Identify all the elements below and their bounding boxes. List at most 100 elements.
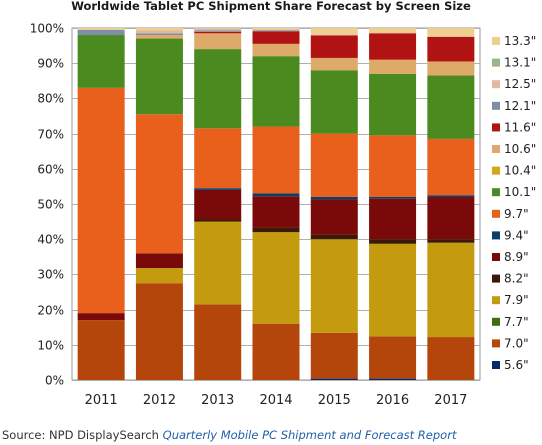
y-tick-labels: 0% 10% 20% 30% 40% 50% 60% 70% 80% 90% 100%: [30, 22, 64, 388]
x-tick-label-2014: 2014: [259, 393, 292, 408]
bar-segment-2015-14: [310, 34, 358, 36]
y-tick-label-60: 60%: [37, 163, 64, 177]
bar-layer: [77, 28, 475, 380]
bar-segment-2011-16: [77, 28, 125, 30]
bar-segment-2013-9: [194, 49, 242, 129]
legend-swatch-3: [492, 317, 500, 326]
bar-segment-2015-2: [310, 332, 358, 379]
y-tick-label-0: 0%: [45, 374, 64, 388]
x-tick-label-2011: 2011: [85, 393, 118, 408]
bar-segment-2017-12: [427, 36, 475, 62]
bar-segment-2016-1: [369, 378, 417, 380]
bar-segment-2011-2: [77, 320, 125, 380]
legend: 13.3" 13.1" 12.5" 12.1" 11.6" 10.6" 10.4" 10.1"…: [492, 34, 536, 372]
legend-label-16: 13.3": [504, 34, 536, 48]
bar-segment-2017-7: [427, 195, 475, 197]
bar-segment-2014-9: [252, 56, 300, 127]
y-tick-label-40: 40%: [37, 233, 64, 247]
bar-segment-2015-7: [310, 196, 358, 200]
bar-segment-2017-16: [427, 28, 475, 37]
bar-segment-2014-16: [252, 28, 300, 30]
x-tick-label-2012: 2012: [143, 393, 176, 408]
bar-segment-2014-5: [252, 227, 300, 233]
bar-segment-2013-16: [194, 28, 242, 29]
bar-segment-2013-2: [194, 304, 242, 380]
bar-segment-2013-6: [194, 189, 242, 220]
y-tick-label-70: 70%: [37, 128, 64, 142]
y-tick-label-20: 20%: [37, 304, 64, 318]
legend-label-15: 13.1": [504, 56, 536, 70]
legend-label-7: 9.4": [504, 228, 529, 242]
bar-segment-2016-4: [369, 243, 417, 337]
bar-segment-2011-13: [77, 29, 125, 36]
bar-segment-2014-8: [252, 126, 300, 194]
bar-segment-2013-11: [194, 33, 242, 50]
legend-label-8: 9.7": [504, 207, 529, 221]
x-tick-label-2017: 2017: [434, 393, 467, 408]
bar-segment-2014-11: [252, 43, 300, 57]
legend-label-3: 7.7": [504, 315, 529, 329]
bar-segment-2012-16: [135, 28, 183, 31]
bar-segment-2013-7: [194, 188, 242, 190]
legend-swatch-4: [492, 296, 500, 305]
legend-swatch-6: [492, 253, 500, 261]
bar-segment-2013-13: [194, 30, 242, 32]
legend-label-1: 5.6": [504, 358, 529, 372]
y-tick-label-10: 10%: [37, 339, 64, 353]
bar-segment-2014-12: [252, 31, 300, 44]
x-tick-labels: 2011 2012 2013 2014 2015 2016 2017: [85, 393, 468, 408]
legend-swatch-12: [492, 123, 500, 132]
legend-swatch-5: [492, 274, 500, 283]
legend-label-6: 8.9": [504, 250, 529, 264]
source-prefix: Source: NPD DisplaySearch: [2, 428, 163, 442]
bar-segment-2012-6: [135, 253, 183, 269]
bar-segment-2016-12: [369, 33, 417, 60]
legend-label-5: 8.2": [504, 272, 529, 286]
bar-segment-2014-6: [252, 196, 300, 228]
legend-swatch-13: [492, 101, 500, 110]
bar-segment-2017-6: [427, 196, 475, 240]
bar-segment-2017-5: [427, 239, 475, 243]
y-tick-label-50: 50%: [37, 198, 64, 212]
legend-swatch-1: [492, 361, 500, 369]
bar-segment-2011-6: [77, 313, 125, 321]
legend-swatch-16: [492, 37, 500, 45]
legend-label-4: 7.9": [504, 293, 529, 307]
bar-segment-2016-16: [369, 28, 417, 33]
legend-swatch-2: [492, 339, 500, 348]
bar-segment-2016-11: [369, 59, 417, 74]
bar-segment-2012-9: [135, 38, 183, 115]
bar-segment-2015-11: [310, 57, 358, 71]
legend-swatch-9: [492, 188, 500, 197]
legend-swatch-7: [492, 231, 500, 240]
bar-segment-2017-8: [427, 138, 475, 196]
bar-segment-2016-14: [369, 32, 417, 34]
source-note: Source: NPD DisplaySearch Quarterly Mobi…: [2, 428, 456, 442]
legend-swatch-10: [492, 166, 500, 175]
legend-label-11: 10.6": [504, 142, 536, 156]
x-tick-label-2016: 2016: [376, 393, 409, 408]
legend-label-9: 10.1": [504, 185, 536, 199]
bar-segment-2011-8: [77, 87, 125, 314]
bar-segment-2017-4: [427, 242, 475, 338]
legend-swatch-8: [492, 209, 500, 218]
bar-segment-2015-12: [310, 35, 358, 58]
y-tick-label-30: 30%: [37, 268, 64, 282]
bar-segment-2011-9: [77, 35, 125, 88]
legend-label-14: 12.5": [504, 77, 536, 91]
legend-swatch-11: [492, 145, 500, 153]
bar-segment-2012-4: [135, 268, 183, 284]
bar-segment-2014-7: [252, 193, 300, 197]
bar-segment-2014-4: [252, 232, 300, 324]
bar-segment-2012-14: [135, 30, 183, 34]
bar-segment-2013-12: [194, 31, 242, 34]
bar-segment-2014-14: [252, 29, 300, 31]
chart-title: Worldwide Tablet PC Shipment Share Forec…: [71, 0, 471, 13]
bar-segment-2012-8: [135, 114, 183, 254]
legend-label-2: 7.0": [504, 336, 529, 350]
bar-segment-2016-6: [369, 198, 417, 240]
legend-swatch-14: [492, 80, 500, 89]
bar-segment-2015-16: [310, 28, 358, 35]
bar-segment-2015-5: [310, 234, 358, 240]
